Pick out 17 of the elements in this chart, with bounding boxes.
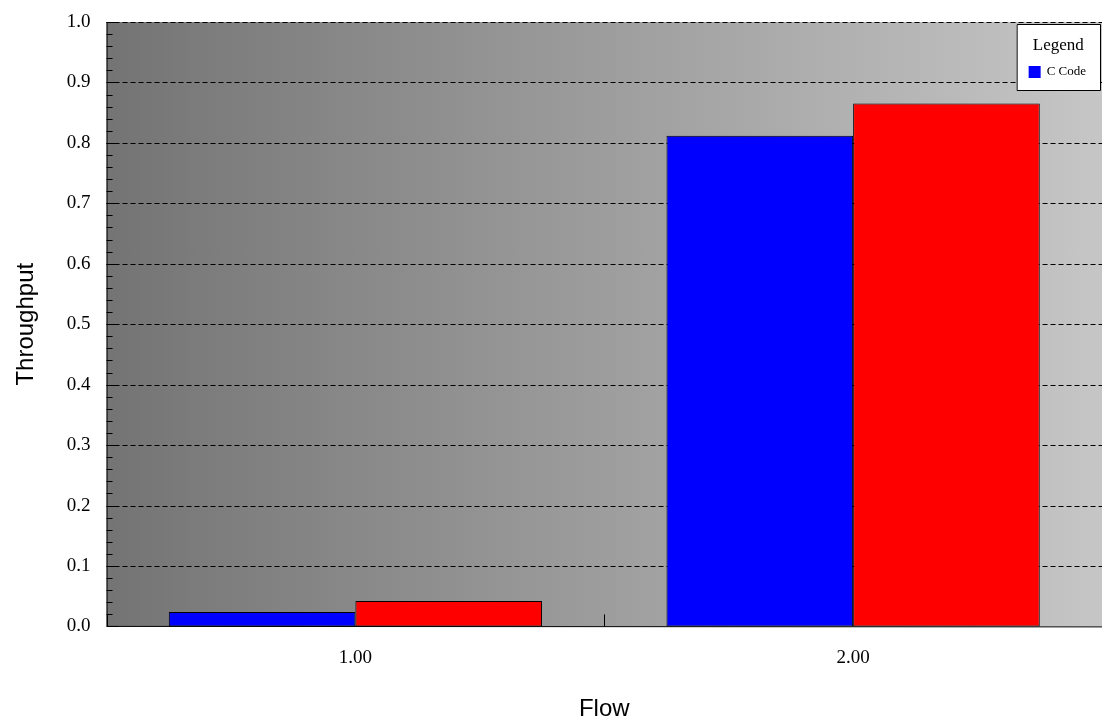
x-axis-title: Flow — [578, 694, 631, 722]
text: 0.1 — [66, 553, 91, 575]
legend-title: Legend — [1032, 35, 1085, 55]
y-tick-label: 1.0 — [66, 9, 91, 31]
y-tick-label: 0.9 — [66, 70, 91, 92]
y-tick-label: 0.4 — [66, 372, 92, 394]
y-tick-label: 0.3 — [66, 433, 91, 455]
y-tick-label: 0.7 — [66, 191, 91, 213]
y-tick-label: 0.2 — [66, 493, 91, 515]
y-axis-title: Throughput — [11, 262, 39, 386]
legend-label: C Code — [1046, 63, 1087, 79]
x-tick-label: 1.00 — [338, 645, 373, 667]
y-tick-label: 0.8 — [66, 130, 91, 152]
y-tick-label: 0.6 — [66, 251, 91, 273]
x-tick-label: 2.00 — [836, 645, 870, 667]
y-tick-label: 0.0 — [66, 614, 91, 636]
y-tick-label: 0.5 — [66, 312, 91, 334]
